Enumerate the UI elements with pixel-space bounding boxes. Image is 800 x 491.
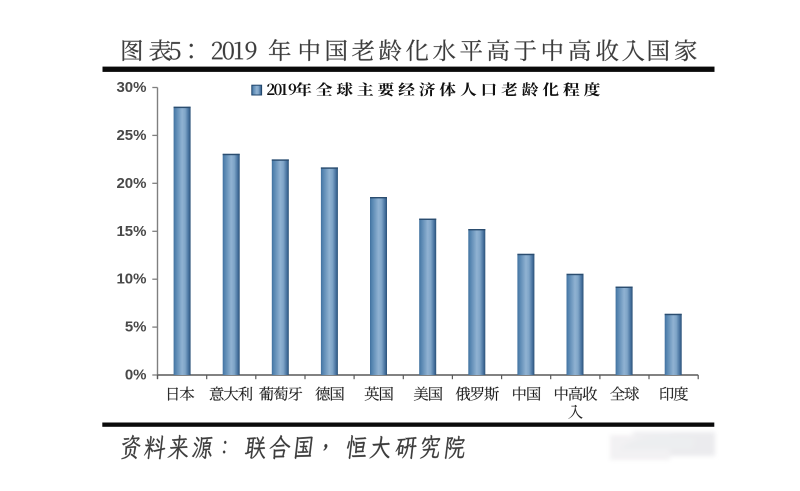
svg-text:15%: 15% [116,223,146,240]
svg-text:10%: 10% [116,271,146,288]
svg-text:30%: 30% [116,79,146,96]
svg-text:0%: 0% [125,367,147,384]
svg-text:20%: 20% [116,175,146,192]
svg-text:5%: 5% [125,319,147,336]
svg-text:25%: 25% [116,127,146,144]
